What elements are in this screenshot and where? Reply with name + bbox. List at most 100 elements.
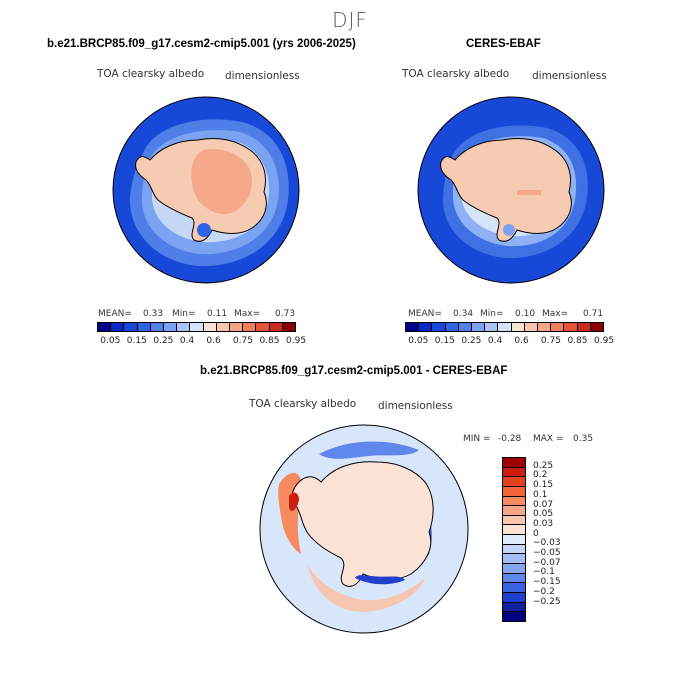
panel1-title: b.e21.BRCP85.f09_g17.cesm2-cmip5.001 (yr…: [47, 38, 356, 50]
colorbar-swatch: [458, 323, 473, 331]
colorbar-tick-label: 0.15: [434, 336, 455, 346]
panel1-min-label: Min=: [172, 309, 196, 319]
colorbar-swatch: [503, 496, 525, 507]
plateau-streak: [517, 190, 541, 195]
colorbar-swatch: [503, 535, 525, 545]
colorbar-tick-label: 0.85: [567, 336, 588, 346]
colorbar-swatch: [503, 486, 525, 497]
colorbar-swatch: [432, 323, 446, 331]
panel2-mean-label: MEAN=: [408, 309, 442, 319]
colorbar-swatch: [577, 323, 591, 331]
colorbar-swatch: [590, 323, 604, 331]
panel1-colorbar: [97, 322, 296, 332]
colorbar-tick-label: 0.85: [259, 336, 280, 346]
colorbar-swatch: [511, 323, 525, 331]
panel2-units-label: dimensionless: [532, 70, 607, 82]
panel3-min-label: MIN =: [463, 434, 491, 444]
colorbar-swatch: [406, 323, 420, 331]
panel1-mean-label: MEAN=: [98, 309, 132, 319]
colorbar-swatch: [503, 554, 525, 565]
panel2-title: CERES-EBAF: [466, 38, 541, 50]
colorbar-tick-label: −0.2: [533, 586, 555, 597]
colorbar-tick-label: −0.25: [533, 596, 561, 607]
colorbar-swatch: [216, 323, 231, 331]
colorbar-tick-label: 0.25: [461, 336, 482, 346]
colorbar-tick-label: 0.75: [232, 336, 253, 346]
colorbar-swatch: [503, 458, 525, 468]
colorbar-tick-label: 0.25: [153, 336, 174, 346]
panel3-colorbar: [502, 457, 526, 622]
colorbar-swatch: [282, 323, 296, 331]
panel3-variable-label: TOA clearsky albedo: [249, 398, 357, 410]
colorbar-swatch: [503, 477, 525, 487]
colorbar-tick-label: 0.05: [408, 336, 429, 346]
colorbar-tick-label: 0.15: [533, 480, 554, 491]
antarctica-landmass: [440, 137, 572, 242]
colorbar-swatch: [538, 323, 552, 331]
colorbar-swatch: [419, 323, 433, 331]
panel3-min-value: -0.28: [498, 434, 522, 444]
colorbar-tick-label: 0.6: [514, 336, 529, 346]
colorbar-swatch: [111, 323, 125, 331]
colorbar-tick-label: 0.4: [179, 336, 195, 346]
panel1-max-label: Max=: [234, 309, 261, 319]
panel2-colorbar: [405, 322, 604, 332]
panel1-mean-value: 0.33: [143, 309, 164, 319]
panel2-min-value: 0.10: [515, 309, 536, 319]
panel2-max-value: 0.71: [583, 309, 604, 319]
panel1-units-label: dimensionless: [225, 70, 300, 82]
colorbar-swatch: [503, 515, 525, 526]
panel2-colorbar-labels: 0.05 0.15 0.25 0.4 0.6 0.75 0.85 0.95: [405, 336, 614, 348]
colorbar-tick-label: 0.95: [594, 336, 615, 346]
colorbar-swatch: [243, 323, 257, 331]
colorbar-swatch: [230, 323, 244, 331]
panel3-max-label: MAX =: [533, 434, 564, 444]
season-title: DJF: [332, 8, 368, 32]
colorbar-tick-label: 0.05: [100, 336, 121, 346]
colorbar-swatch: [503, 602, 525, 613]
colorbar-tick-label: 0: [533, 528, 539, 539]
colorbar-tick-label: −0.07: [533, 557, 561, 568]
panel1-variable-label: TOA clearsky albedo: [97, 68, 205, 80]
colorbar-tick-label: 0.05: [533, 509, 554, 520]
ross-ice-shelf-patch: [503, 224, 515, 236]
panel2-polar-map: [417, 96, 605, 284]
panel3-units-label: dimensionless: [378, 400, 453, 412]
ross-ice-shelf-patch: [197, 223, 211, 237]
coastal-negative-band: [355, 575, 405, 585]
panel1-max-value: 0.73: [275, 309, 296, 319]
colorbar-swatch: [164, 323, 178, 331]
panel3-max-value: 0.35: [573, 434, 594, 444]
colorbar-tick-label: 0.25: [533, 460, 554, 471]
panel2-mean-value: 0.34: [453, 309, 474, 319]
colorbar-swatch: [98, 323, 112, 331]
colorbar-swatch: [150, 323, 165, 331]
colorbar-swatch: [503, 612, 525, 621]
colorbar-swatch: [551, 323, 565, 331]
colorbar-tick-label: 0.1: [533, 489, 548, 500]
colorbar-swatch: [485, 323, 499, 331]
panel2-min-label: Min=: [480, 309, 504, 319]
colorbar-swatch: [445, 323, 459, 331]
colorbar-swatch: [472, 323, 486, 331]
coastal-positive-patch: [289, 492, 299, 511]
colorbar-swatch: [124, 323, 138, 331]
panel1-polar-map: [112, 96, 300, 284]
colorbar-tick-label: −0.05: [533, 548, 561, 559]
colorbar-tick-label: 0.75: [540, 336, 561, 346]
colorbar-tick-label: 0.03: [533, 518, 554, 529]
colorbar-swatch: [203, 323, 217, 331]
colorbar-tick-label: 0.15: [126, 336, 147, 346]
colorbar-swatch: [503, 592, 525, 603]
colorbar-swatch: [503, 564, 525, 574]
colorbar-swatch: [256, 323, 270, 331]
panel3-colorbar-labels: 0.25 0.2 0.15 0.1 0.07 0.05 0.03 0 −0.03 −0.05 −0.…: [533, 457, 593, 622]
colorbar-swatch: [269, 323, 283, 331]
panel1-colorbar-labels: 0.05 0.15 0.25 0.4 0.6 0.75 0.85 0.95: [97, 336, 306, 348]
colorbar-swatch: [503, 583, 525, 593]
colorbar-swatch: [503, 506, 525, 516]
colorbar-swatch: [524, 323, 539, 331]
panel3-title: b.e21.BRCP85.f09_g17.cesm2-cmip5.001 - C…: [200, 365, 508, 377]
panel2-max-label: Max=: [542, 309, 569, 319]
colorbar-swatch: [503, 525, 525, 536]
